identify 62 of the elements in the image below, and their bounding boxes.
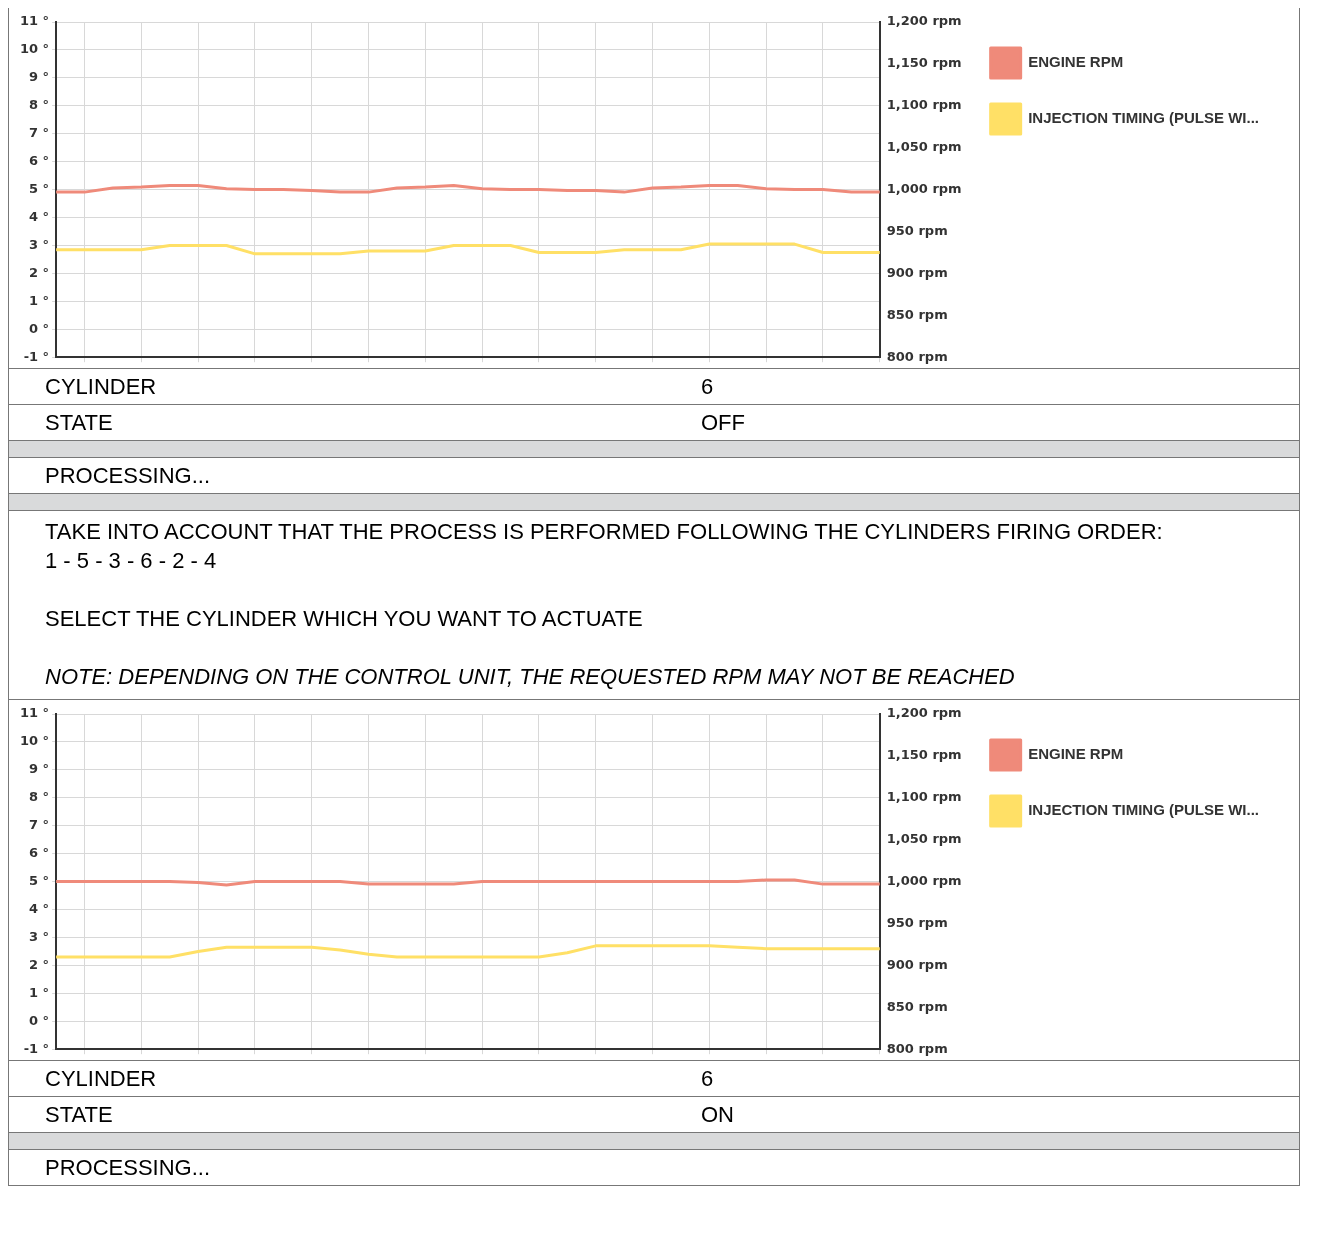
y-tick-label: 11 °	[19, 13, 50, 29]
text: 1 - 5 - 3 - 6 - 2 - 4	[45, 547, 218, 575]
y2-tick-label: 1,000 rpm	[886, 872, 962, 888]
y2-tick-label: 950 rpm	[886, 914, 948, 930]
text: ON	[701, 1101, 734, 1127]
y-tick-label: 1 °	[29, 984, 50, 1000]
legend-label: ENGINE RPM	[1028, 53, 1124, 71]
y-tick-label: 6 °	[29, 153, 50, 169]
y2-tick-label: 900 rpm	[886, 956, 948, 972]
y2-tick-label: 850 rpm	[886, 998, 948, 1014]
y-tick-label: 0 °	[29, 1012, 50, 1028]
y-tick-label: 7 °	[29, 817, 50, 833]
category-label: STATE	[45, 409, 114, 436]
y-tick-label: 0 °	[29, 320, 50, 336]
category-label: CYLINDER	[45, 373, 158, 400]
y-tick-label: 1 °	[29, 292, 50, 308]
category-label: CYLINDER	[45, 1065, 158, 1092]
legend-label: INJECTION TIMING (PULSE WI...	[1028, 109, 1260, 127]
y-tick-label: 2 °	[29, 264, 50, 280]
category-label: STATE	[45, 1101, 114, 1128]
y2-tick-label: 1,150 rpm	[886, 55, 962, 71]
y-tick-label: 11 °	[19, 705, 50, 721]
y-tick-label: 10 °	[19, 733, 50, 749]
y2-tick-label: 950 rpm	[886, 222, 948, 238]
legend-label: INJECTION TIMING (PULSE WI...	[1028, 801, 1260, 819]
text: PROCESSING...	[9, 1150, 1299, 1186]
y2-tick-label: 850 rpm	[886, 306, 948, 322]
text: OFF	[701, 409, 745, 435]
y2-tick-label: 1,100 rpm	[886, 789, 962, 805]
y-tick-label: 7 °	[29, 125, 50, 141]
y2-tick-label: 1,200 rpm	[886, 705, 962, 721]
y-tick-label: 10 °	[19, 41, 50, 57]
y2-tick-label: 1,050 rpm	[886, 831, 962, 847]
legend-label: ENGINE RPM	[1028, 745, 1124, 763]
y-tick-label: 4 °	[29, 900, 50, 916]
text: SELECT THE CYLINDER WHICH YOU WANT TO ACTUATE	[45, 605, 644, 633]
y2-tick-label: 1,050 rpm	[886, 139, 962, 155]
text: NOTE: DEPENDING ON THE CONTROL UNIT, THE REQUESTED RPM MAY NOT BE REACHED	[45, 663, 1016, 691]
y-tick-label: -1 °	[23, 348, 50, 364]
y-tick-label: 3 °	[29, 236, 50, 252]
text: 6	[701, 1065, 714, 1091]
y2-tick-label: 1,100 rpm	[886, 97, 962, 113]
y2-tick-label: 1,000 rpm	[886, 180, 962, 196]
y2-tick-label: 800 rpm	[886, 348, 948, 364]
y-tick-label: 8 °	[29, 789, 50, 805]
y-tick-label: 3 °	[29, 928, 50, 944]
y2-tick-label: 900 rpm	[886, 264, 948, 280]
y-tick-label: 5 °	[29, 872, 50, 888]
y-tick-label: 4 °	[29, 208, 50, 224]
y-tick-label: 5 °	[29, 180, 50, 196]
y-tick-label: 6 °	[29, 845, 50, 861]
y2-tick-label: 1,150 rpm	[886, 747, 962, 763]
y2-tick-label: 1,200 rpm	[886, 13, 962, 29]
y-tick-label: 9 °	[29, 69, 50, 85]
y-tick-label: -1 °	[23, 1040, 50, 1056]
y2-tick-label: 800 rpm	[886, 1040, 948, 1056]
y-tick-label: 2 °	[29, 956, 50, 972]
y-tick-label: 9 °	[29, 761, 50, 777]
y-tick-label: 8 °	[29, 97, 50, 113]
text: 6	[701, 373, 714, 399]
text: PROCESSING...	[9, 458, 1299, 494]
text: TAKE INTO ACCOUNT THAT THE PROCESS IS PERFORMED FOLLOWING THE CYLINDERS FIRING ORDER:	[45, 518, 1164, 546]
